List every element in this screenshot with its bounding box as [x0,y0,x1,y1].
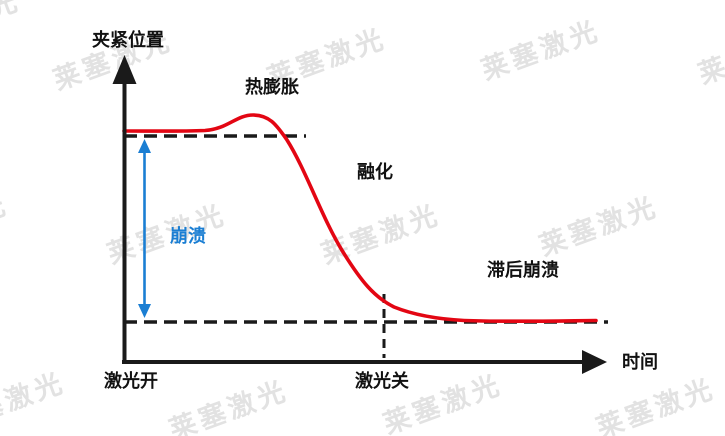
y-axis [112,55,137,364]
laser-off-label: 激光关 [355,371,409,391]
x-axis [122,350,607,374]
thermal-expansion-label: 热膨胀 [245,77,299,97]
arrow-up-icon [138,139,151,153]
arrow-down-icon [138,304,151,318]
clamp-position-curve [122,113,598,324]
x-axis-label: 时间 [622,352,658,372]
delayed-collapse-label: 滞后崩溃 [487,260,559,280]
collapse-label: 崩溃 [170,226,206,246]
collapse-arrow [138,139,151,318]
y-axis-arrow-icon [112,55,137,84]
melting-label: 融化 [357,162,393,182]
y-axis-label: 夹紧位置 [92,30,164,50]
x-axis-arrow-icon [582,350,607,374]
laser-on-label: 激光开 [104,371,158,391]
